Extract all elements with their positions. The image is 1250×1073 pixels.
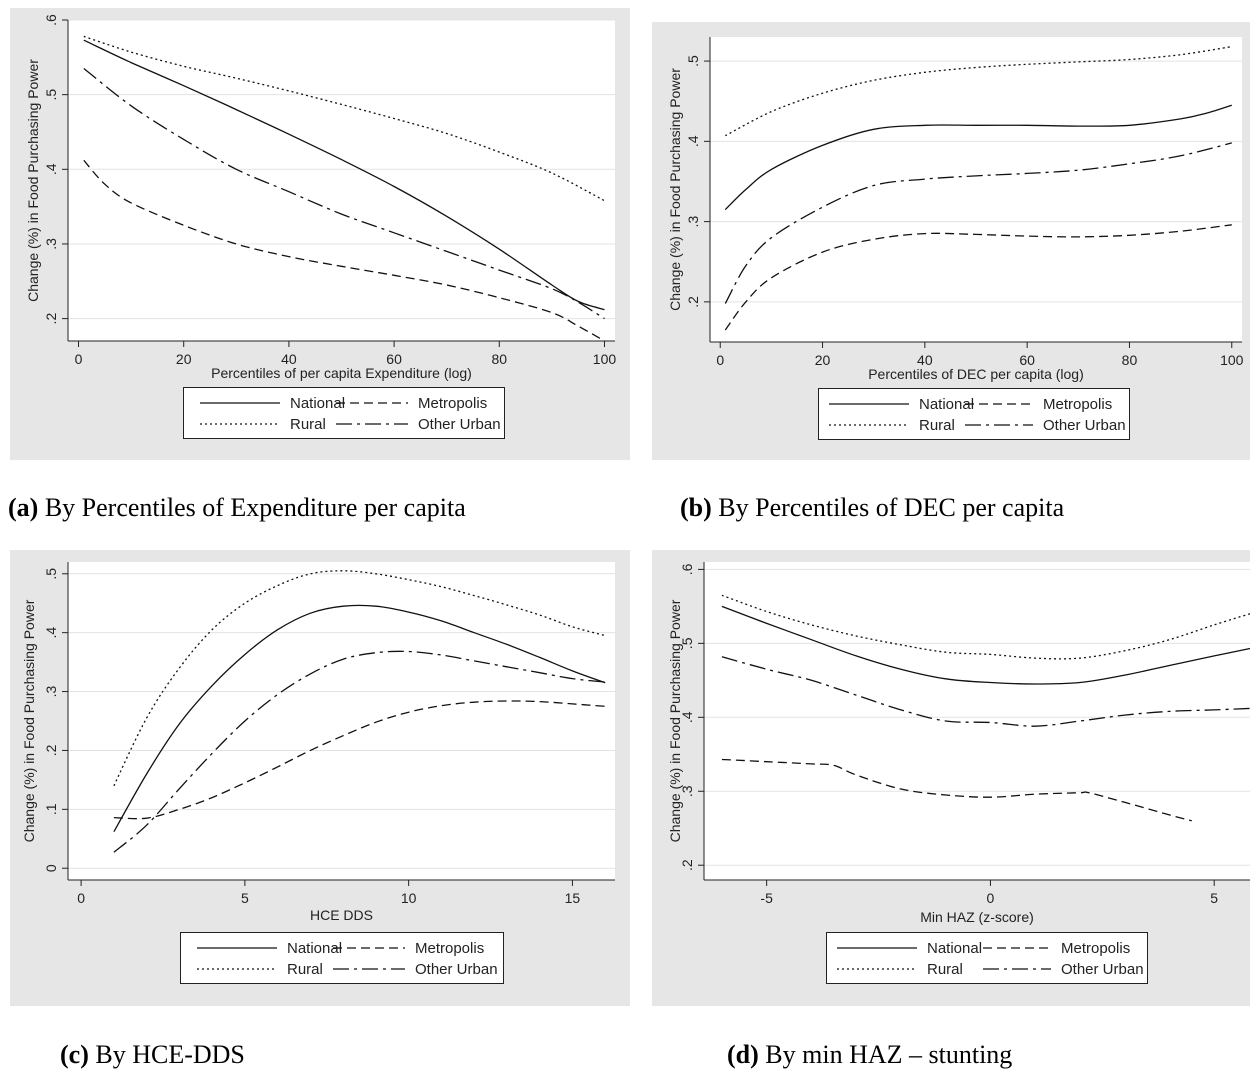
- y-axis-label: Change (%) in Food Purchasing Power: [667, 68, 683, 311]
- legend-a: National Metropolis Rural Other Urban: [183, 387, 505, 439]
- y-tick-label: 0: [43, 864, 59, 872]
- legend-item-other-urban: Other Urban: [965, 416, 1126, 434]
- x-tick-label: 20: [176, 351, 192, 367]
- legend-item-national: National: [200, 394, 346, 412]
- y-axis-label: Change (%) in Food Purchasing Power: [21, 599, 37, 842]
- series-line-other-urban: [113, 650, 606, 853]
- series-line-national: [83, 39, 605, 311]
- y-tick-label: .6: [43, 14, 59, 26]
- series-line-national: [724, 104, 1233, 211]
- legend-item-national: National: [837, 939, 983, 957]
- x-tick-label: 60: [386, 351, 402, 367]
- series-line-rural: [725, 45, 1232, 137]
- legend-item-rural: Rural: [837, 960, 963, 978]
- plot-region: [704, 562, 1250, 880]
- series-line-metropolis: [83, 159, 605, 342]
- legend-item-metropolis: Metropolis: [333, 939, 485, 957]
- y-tick-label: .5: [679, 637, 695, 649]
- x-tick-label: 5: [241, 890, 249, 906]
- series-line-rural: [721, 594, 1250, 660]
- x-tick-label: 0: [77, 890, 85, 906]
- x-tick-label: 0: [75, 351, 83, 367]
- y-tick-label: .5: [43, 568, 59, 580]
- legend-c: National Metropolis Rural Other Urban: [180, 932, 504, 984]
- legend-item-other-urban: Other Urban: [333, 960, 498, 978]
- y-axis-label: Change (%) in Food Purchasing Power: [667, 599, 683, 842]
- x-tick-label: 10: [401, 890, 417, 906]
- x-axis-label: Min HAZ (z-score): [920, 909, 1034, 925]
- chart-panel-a: .2 .3 .4 .5 .6 0 20 40 60 80 100 Percentiles of per…: [10, 8, 630, 460]
- x-axis-label: Percentiles of DEC per capita (log): [868, 366, 1084, 382]
- chart-panel-d: .2 .3 .4 .5 .6 -5 0 5 Min HAZ (z-score) Change (%…: [652, 550, 1250, 1006]
- plot-region: [68, 562, 615, 880]
- y-tick-label: .3: [43, 238, 59, 250]
- caption-c: (c) By HCE-DDS: [60, 1040, 245, 1069]
- series-line-other-urban: [721, 656, 1250, 727]
- legend-item-metropolis: Metropolis: [336, 394, 488, 412]
- x-tick-label: 20: [815, 352, 831, 368]
- y-tick-label: .6: [679, 563, 695, 575]
- legend-d: National Metropolis Rural Other Urban: [826, 932, 1148, 984]
- y-tick-label: .3: [679, 785, 695, 797]
- legend-item-national: National: [197, 939, 343, 957]
- caption-a: (a) By Percentiles of Expenditure per ca…: [8, 493, 466, 522]
- x-tick-label: 100: [1220, 352, 1244, 368]
- chart-svg-b: .2 .3 .4 .5 0 20 40 60 80 100 Percentiles of DEC p…: [667, 37, 1244, 382]
- caption-d: (d) By min HAZ – stunting: [727, 1040, 1013, 1069]
- series-line-other-urban: [83, 67, 605, 320]
- legend-item-metropolis: Metropolis: [965, 395, 1113, 413]
- legend-item-other-urban: Other Urban: [983, 960, 1144, 978]
- x-tick-label: 15: [565, 890, 581, 906]
- x-tick-label: -5: [760, 890, 773, 906]
- chart-svg-d: .2 .3 .4 .5 .6 -5 0 5 Min HAZ (z-score) Change (%…: [667, 562, 1250, 925]
- series-line-other-urban: [724, 142, 1232, 304]
- y-tick-label: .5: [685, 55, 701, 67]
- series-line-rural: [113, 570, 606, 787]
- chart-panel-c: 0 .1 .2 .3 .4 .5 0 5 10 15 HCE DDS Change (%) in Fo…: [10, 550, 630, 1006]
- y-tick-label: .2: [685, 296, 701, 308]
- y-tick-label: .2: [43, 744, 59, 756]
- y-tick-label: .4: [685, 135, 701, 147]
- series-line-national: [721, 605, 1250, 685]
- y-tick-label: .2: [43, 313, 59, 325]
- x-tick-label: 0: [716, 352, 724, 368]
- x-tick-label: 0: [987, 890, 995, 906]
- x-tick-label: 80: [1122, 352, 1138, 368]
- chart-panel-b: .2 .3 .4 .5 0 20 40 60 80 100 Percentiles of DEC p…: [652, 22, 1250, 460]
- legend-b: National Metropolis Rural Other Urban: [818, 388, 1130, 440]
- legend-item-national: National: [829, 395, 975, 413]
- x-tick-label: 40: [917, 352, 933, 368]
- x-axis-label: Percentiles of per capita Expenditure (l…: [211, 365, 472, 381]
- series-line-rural: [83, 35, 605, 202]
- x-tick-label: 80: [491, 351, 507, 367]
- x-tick-label: 5: [1210, 890, 1218, 906]
- y-tick-label: .4: [43, 627, 59, 639]
- series-line-metropolis: [721, 758, 1192, 822]
- caption-b: (b) By Percentiles of DEC per capita: [680, 493, 1065, 522]
- plot-region: [710, 37, 1242, 342]
- y-tick-label: .5: [43, 89, 59, 101]
- chart-svg-c: 0 .1 .2 .3 .4 .5 0 5 10 15 HCE DDS Change (%) in Fo…: [21, 562, 615, 923]
- series-line-metropolis: [113, 700, 606, 820]
- y-tick-label: .3: [685, 216, 701, 228]
- x-tick-label: 100: [593, 351, 617, 367]
- chart-svg-a: .2 .3 .4 .5 .6 0 20 40 60 80 100 Percentiles of per…: [25, 14, 617, 381]
- legend-item-rural: Rural: [197, 960, 323, 978]
- plot-region: [68, 20, 615, 341]
- series-line-national: [113, 604, 606, 833]
- x-axis-label: HCE DDS: [310, 907, 373, 923]
- legend-item-rural: Rural: [200, 415, 326, 433]
- y-tick-label: .4: [679, 711, 695, 723]
- legend-item-metropolis: Metropolis: [983, 939, 1131, 957]
- y-tick-label: .3: [43, 686, 59, 698]
- y-tick-label: .2: [679, 859, 695, 871]
- legend-item-other-urban: Other Urban: [336, 415, 501, 433]
- x-tick-label: 60: [1019, 352, 1035, 368]
- legend-item-rural: Rural: [829, 416, 955, 434]
- x-tick-label: 40: [281, 351, 297, 367]
- y-tick-label: .4: [43, 163, 59, 175]
- series-line-metropolis: [724, 224, 1232, 331]
- y-axis-label: Change (%) in Food Purchasing Power: [25, 59, 41, 302]
- y-tick-label: .1: [43, 803, 59, 815]
